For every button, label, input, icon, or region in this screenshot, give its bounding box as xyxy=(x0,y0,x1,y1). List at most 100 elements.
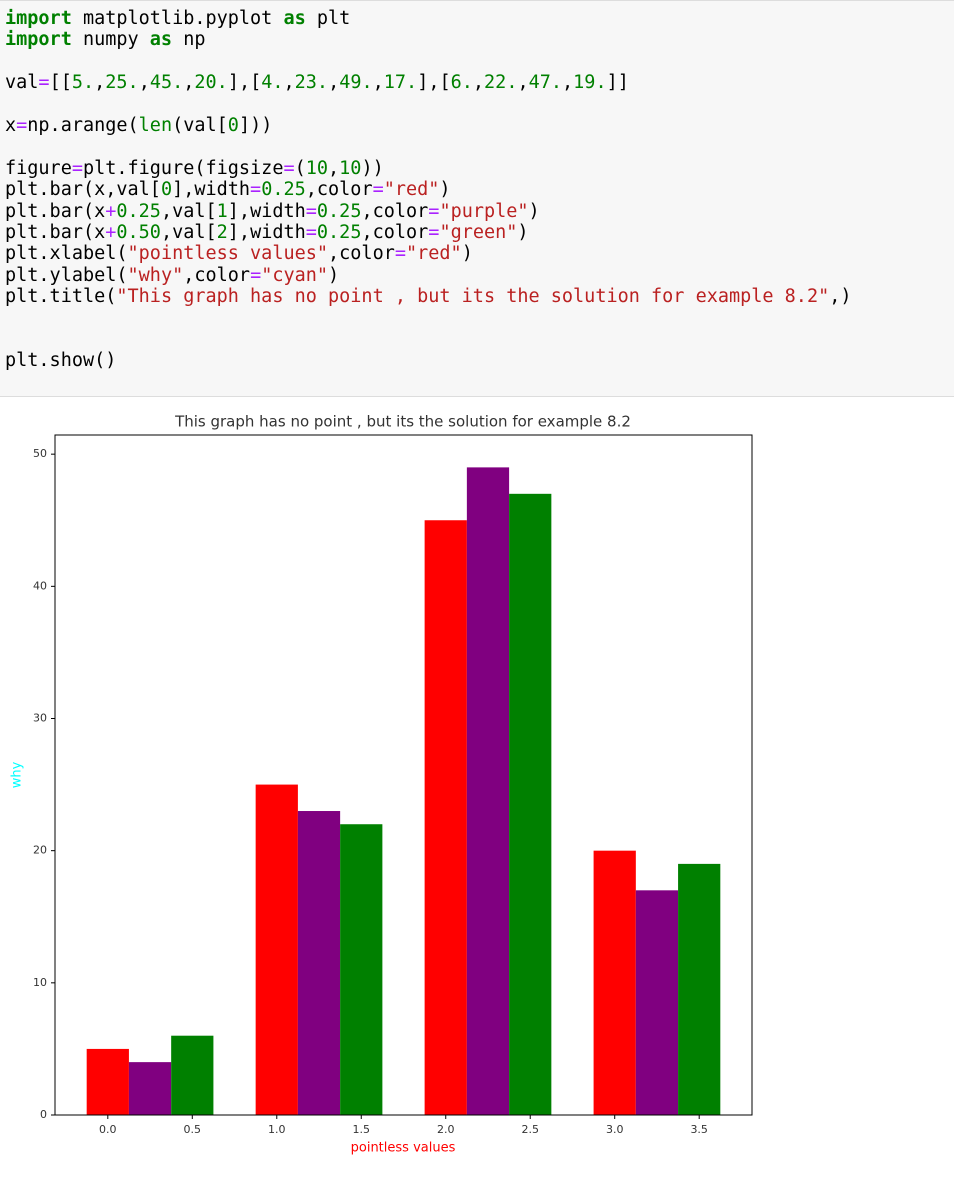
code-token: , xyxy=(138,72,150,94)
x-axis-label: pointless values xyxy=(351,1141,456,1156)
x-tick-label: 3.0 xyxy=(606,1123,624,1136)
code-token: "cyan" xyxy=(261,264,329,286)
code-token: ,color xyxy=(328,243,395,265)
code-token: ) xyxy=(517,222,529,244)
bar xyxy=(424,520,467,1115)
bar xyxy=(635,890,679,1115)
code-line: plt.show() xyxy=(5,350,954,371)
x-tick-label: 0.0 xyxy=(99,1123,117,1136)
code-token: "red" xyxy=(383,179,440,201)
code-token: = xyxy=(305,200,317,222)
code-token: "pointless values" xyxy=(127,243,329,265)
code-token: 1 xyxy=(216,200,228,222)
code-line: plt.xlabel("pointless values",color="red… xyxy=(5,243,954,264)
bar xyxy=(509,493,552,1115)
code-token: import xyxy=(5,8,72,29)
code-block: import matplotlib.pyplot as plt import nu… xyxy=(5,8,954,51)
code-token: plt.xlabel( xyxy=(5,243,128,265)
code-block: plt.show() xyxy=(5,350,954,371)
bar xyxy=(593,850,636,1115)
code-token: 0.25 xyxy=(261,179,306,201)
code-token: ) xyxy=(528,200,540,222)
code-token: ,color xyxy=(183,264,251,286)
code-line: plt.bar(x+0.50,val[2],width=0.25,color="… xyxy=(5,222,954,243)
code-token: "green" xyxy=(439,222,518,244)
code-token: matplotlib.pyplot xyxy=(71,8,284,29)
code-token: 23. xyxy=(294,72,329,94)
code-token: import xyxy=(5,29,72,51)
x-tick-label: 1.5 xyxy=(353,1123,371,1136)
code-token: ,val[ xyxy=(160,222,217,244)
code-token: , xyxy=(183,72,195,94)
code-token: plt.show() xyxy=(5,350,117,372)
code-token: + xyxy=(105,200,117,222)
code-token: , xyxy=(472,72,485,94)
y-tick-label: 20 xyxy=(33,844,47,857)
code-token: ) xyxy=(439,179,451,201)
code-token: ],width xyxy=(227,200,306,222)
code-token: [[ xyxy=(49,72,72,94)
code-line: import numpy as np xyxy=(5,29,954,50)
code-token: ])) xyxy=(238,115,273,136)
code-token: len xyxy=(138,115,173,136)
x-tick-label: 2.0 xyxy=(437,1123,455,1136)
code-token: + xyxy=(105,222,117,244)
code-line: plt.bar(x,val[0],width=0.25,color="red") xyxy=(5,179,954,200)
y-tick-label: 50 xyxy=(33,447,47,460)
code-token: ,color xyxy=(361,222,429,244)
code-token: ],width xyxy=(227,222,306,244)
x-tick-label: 0.5 xyxy=(184,1123,202,1136)
code-token: = xyxy=(428,222,440,244)
code-token: ( xyxy=(294,157,306,179)
code-token: plt.ylabel( xyxy=(5,264,128,286)
code-token: plt.bar(x xyxy=(5,200,106,222)
bar xyxy=(171,1035,214,1115)
code-token: 0.25 xyxy=(316,200,362,222)
code-cell[interactable]: import matplotlib.pyplot as plt import nu… xyxy=(0,0,954,397)
code-token: 0 xyxy=(227,115,239,136)
code-line: x=np.arange(len(val[0])) xyxy=(5,115,954,136)
code-token: ,color xyxy=(305,179,373,201)
code-block: x=np.arange(len(val[0])) xyxy=(5,115,954,136)
code-token: ) xyxy=(328,264,340,286)
x-tick-label: 2.5 xyxy=(521,1123,539,1136)
chart-title: This graph has no point , but its the so… xyxy=(174,413,631,431)
code-token: , xyxy=(283,72,295,94)
code-token: ]] xyxy=(606,72,629,94)
code-token: 25. xyxy=(105,72,139,94)
code-line: figure=plt.figure(figsize=(10,10)) xyxy=(5,158,954,179)
code-token: , xyxy=(372,72,384,94)
code-token: 17. xyxy=(383,72,418,94)
code-token: ) xyxy=(461,243,473,265)
code-token: 4. xyxy=(261,72,284,94)
y-tick-label: 10 xyxy=(33,976,47,989)
bar xyxy=(678,863,721,1115)
y-tick-label: 0 xyxy=(40,1108,47,1121)
code-token: np xyxy=(172,29,206,51)
code-block: figure=plt.figure(figsize=(10,10)) plt.ba… xyxy=(5,158,954,308)
code-token: 0.25 xyxy=(116,200,161,222)
bar xyxy=(340,824,383,1115)
code-token: , xyxy=(328,72,340,94)
code-token: 2 xyxy=(216,222,228,244)
code-token: np.arange( xyxy=(27,115,139,136)
code-token: 19. xyxy=(573,72,607,94)
code-line: plt.bar(x+0.25,val[1],width=0.25,color="… xyxy=(5,201,954,222)
code-token: x xyxy=(5,115,17,136)
code-token: ,) xyxy=(829,286,852,308)
code-block: val=[[5.,25.,45.,20.],[4.,23.,49.,17.],[… xyxy=(5,72,954,93)
code-token: "purple" xyxy=(439,200,529,222)
code-token: plt.title( xyxy=(5,286,117,308)
code-token: , xyxy=(94,72,106,94)
code-token: figure xyxy=(5,157,72,179)
code-token: plt.bar(x xyxy=(5,222,106,244)
y-tick-label: 30 xyxy=(33,711,47,724)
code-token: ],width xyxy=(172,179,251,201)
code-token: ,color xyxy=(361,200,429,222)
code-token: 22. xyxy=(484,72,518,94)
code-token: plt xyxy=(305,8,351,29)
code-line: plt.ylabel("why",color="cyan") xyxy=(5,265,954,286)
code-token: as xyxy=(283,8,306,29)
bar xyxy=(128,1062,172,1115)
code-token: 0.50 xyxy=(116,222,161,244)
